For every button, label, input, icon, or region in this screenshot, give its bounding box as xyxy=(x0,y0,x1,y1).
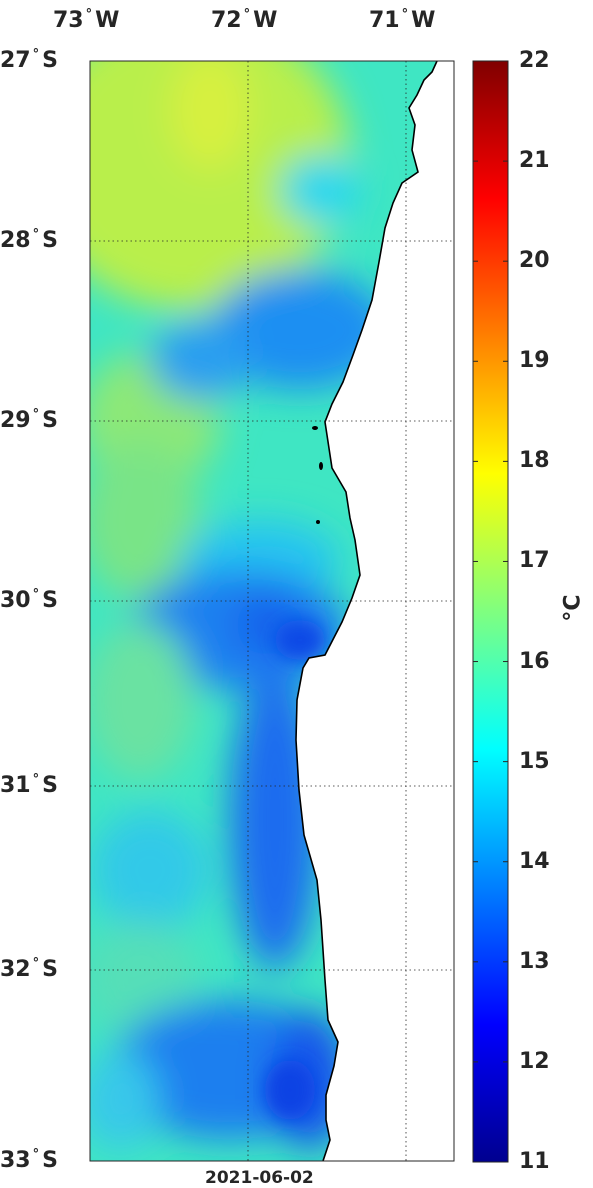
latitude-label: 33 ° S xyxy=(0,1147,58,1173)
colorbar-tick-label: 20 xyxy=(519,248,550,274)
date-label: 2021-06-02 xyxy=(205,1168,314,1188)
colorbar-tick-label: 19 xyxy=(519,348,550,374)
colorbar-tick-label: 12 xyxy=(519,1048,550,1074)
latitude-label: 27 ° S xyxy=(0,47,58,73)
colorbar xyxy=(472,60,509,1163)
colorbar-tick-label: 13 xyxy=(519,948,550,974)
longitude-label: 71 ° W xyxy=(369,7,436,33)
gridlines xyxy=(90,61,454,1161)
colorbar-tick-label: 17 xyxy=(519,548,550,574)
colorbar-ticks xyxy=(473,60,508,1163)
colorbar-tick-label: 18 xyxy=(519,448,550,474)
island xyxy=(312,426,318,430)
latitude-label: 28 ° S xyxy=(0,227,58,253)
latitude-label: 30 ° S xyxy=(0,587,58,613)
colorbar-unit-label: °C xyxy=(560,594,586,622)
colorbar-tick-label: 14 xyxy=(519,848,550,874)
colorbar-tick-label: 15 xyxy=(519,748,550,774)
longitude-label: 73 ° W xyxy=(53,7,120,33)
colorbar-tick-label: 21 xyxy=(519,148,550,174)
land-mask xyxy=(296,61,454,1161)
island xyxy=(319,462,323,470)
longitude-label: 72 ° W xyxy=(211,7,278,33)
map-frame xyxy=(89,60,455,1162)
colorbar-tick-label: 11 xyxy=(519,1149,550,1174)
colorbar-tick-label: 16 xyxy=(519,648,550,674)
coastline xyxy=(295,61,438,1161)
latitude-label: 31 ° S xyxy=(0,772,58,798)
latitude-label: 32 ° S xyxy=(0,956,58,982)
latitude-label: 29 ° S xyxy=(0,407,58,433)
colorbar-tick-label: 22 xyxy=(519,48,550,73)
temperature-field xyxy=(90,61,454,1161)
island xyxy=(316,520,320,524)
